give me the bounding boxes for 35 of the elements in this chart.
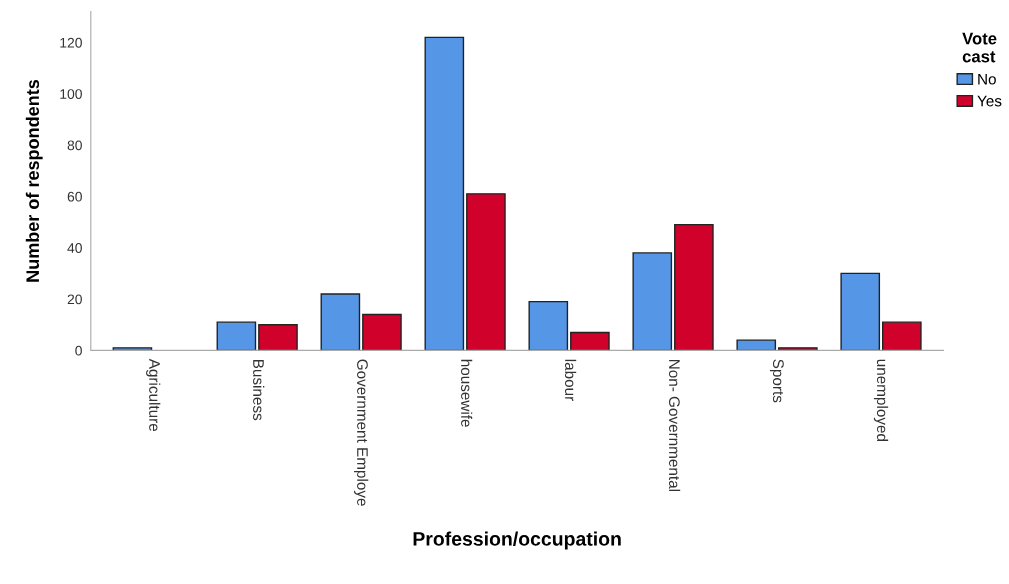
x-tick-label: Sports: [769, 359, 784, 403]
y-tick-label: 60: [67, 191, 82, 202]
bar: [466, 193, 506, 351]
bar: [258, 324, 298, 351]
bar: [112, 347, 153, 351]
bar: [840, 272, 881, 351]
bar: [528, 300, 569, 351]
y-tick-label: 0: [75, 345, 82, 356]
x-tick-label: Government Employe: [354, 359, 369, 506]
y-tick-label: 40: [67, 243, 82, 253]
legend-label: No: [978, 73, 996, 85]
bar: [570, 331, 610, 351]
bar: [320, 293, 361, 351]
x-tick-label: housewife: [461, 359, 473, 427]
y-tick-label: 100: [60, 89, 82, 99]
bar: [881, 321, 922, 351]
bar: [632, 252, 673, 351]
bar: [362, 313, 402, 351]
bar: [216, 321, 257, 351]
bar: [674, 223, 714, 351]
y-tick-label: 20: [67, 294, 82, 305]
legend-label: Yes: [977, 95, 1002, 107]
y-tick-label: 80: [67, 140, 82, 151]
y-tick-label: 120: [60, 37, 82, 48]
bar: [778, 347, 818, 351]
x-tick-label: labour: [565, 359, 577, 401]
x-axis-title: Profession/occupation: [413, 531, 621, 550]
x-tick-label: Non- Governmental: [668, 359, 681, 492]
x-tick-label: Agriculture: [146, 358, 161, 432]
legend-title: Vote cast: [962, 32, 997, 63]
x-tick-label: Business: [253, 359, 265, 421]
bar: [424, 36, 465, 351]
bar: [736, 339, 777, 351]
x-tick-label: unemployed: [873, 359, 889, 441]
y-axis-title: Number of respondents: [25, 79, 43, 282]
